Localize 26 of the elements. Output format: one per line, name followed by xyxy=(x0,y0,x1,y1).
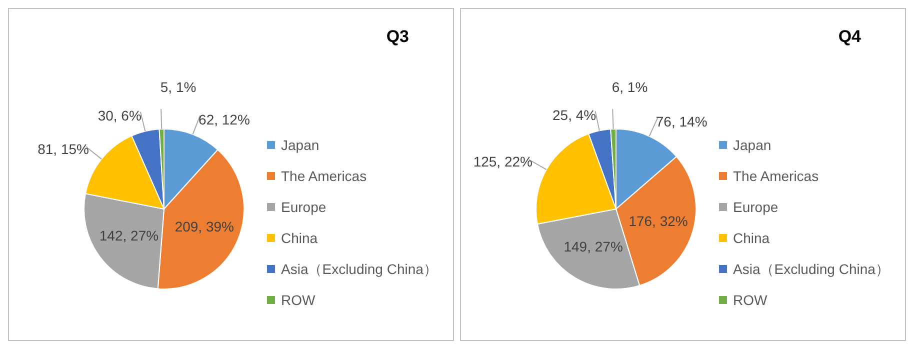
data-label: 176, 32% xyxy=(628,213,688,230)
data-label: 30, 6% xyxy=(98,108,142,124)
legend-label: ROW xyxy=(733,290,768,310)
data-label: 149, 27% xyxy=(564,238,623,255)
data-label: 142, 27% xyxy=(99,228,159,244)
data-label: 125, 22% xyxy=(473,154,533,170)
legend-label: Japan xyxy=(733,136,772,155)
data-label: 5, 1% xyxy=(160,79,196,96)
legend-label: Europe xyxy=(733,198,778,217)
data-label: 6, 1% xyxy=(612,79,648,96)
legend-label: The Americas xyxy=(733,166,819,186)
legend-label: The Americas xyxy=(281,166,367,186)
chart-title: Q3 xyxy=(385,27,409,47)
legend-label: Asia（Excluding China） xyxy=(733,260,890,279)
data-label: 62, 12% xyxy=(198,111,250,128)
data-label: 209, 39% xyxy=(174,218,234,234)
legend-label: Europe xyxy=(281,198,326,217)
legend-label: China xyxy=(281,228,318,248)
data-label: 76, 14% xyxy=(656,114,708,130)
legend-label: Asia（Excluding China） xyxy=(281,260,438,279)
chart-title: Q4 xyxy=(837,27,861,47)
data-label: 81, 15% xyxy=(38,141,89,158)
data-label: 25, 4% xyxy=(552,107,596,124)
legend-label: Japan xyxy=(281,136,320,155)
legend-label: China xyxy=(733,228,770,248)
legend-label: ROW xyxy=(281,290,316,310)
